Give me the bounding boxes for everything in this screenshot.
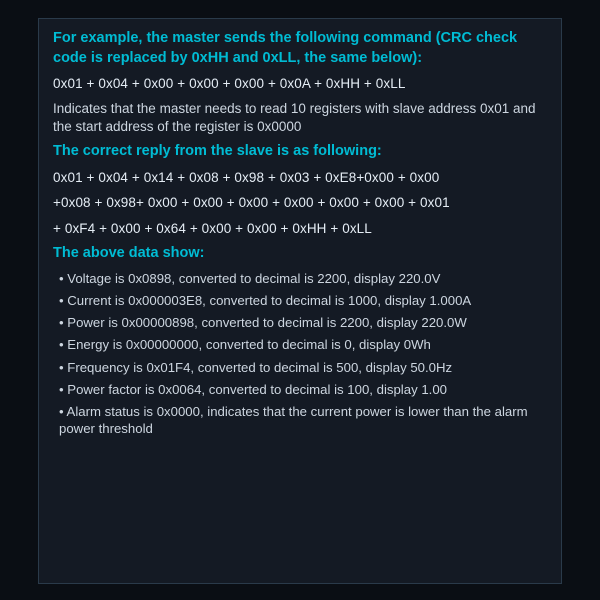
bullet-current: • Current is 0x000003E8, converted to de… — [53, 292, 547, 309]
heading-reply: The correct reply from the slave is as f… — [53, 142, 547, 162]
bullet-alarm-status: • Alarm status is 0x0000, indicates that… — [53, 403, 547, 437]
bullet-frequency: • Frequency is 0x01F4, converted to deci… — [53, 359, 547, 376]
bytes-reply-line2: +0x08 + 0x98+ 0x00 + 0x00 + 0x00 + 0x00 … — [53, 193, 547, 213]
bytes-reply-line1: 0x01 + 0x04 + 0x14 + 0x08 + 0x98 + 0x03 … — [53, 168, 547, 188]
bullet-voltage: • Voltage is 0x0898, converted to decima… — [53, 270, 547, 287]
bytes-command: 0x01 + 0x04 + 0x00 + 0x00 + 0x00 + 0x0A … — [53, 74, 547, 94]
desc-command: Indicates that the master needs to read … — [53, 100, 547, 136]
bullet-energy: • Energy is 0x00000000, converted to dec… — [53, 336, 547, 353]
bytes-reply-line3: + 0xF4 + 0x00 + 0x64 + 0x00 + 0x00 + 0xH… — [53, 219, 547, 239]
protocol-doc-panel: For example, the master sends the follow… — [38, 18, 562, 584]
bullet-power-factor: • Power factor is 0x0064, converted to d… — [53, 381, 547, 398]
heading-data-show: The above data show: — [53, 244, 547, 264]
bullet-power: • Power is 0x00000898, converted to deci… — [53, 314, 547, 331]
heading-example-command: For example, the master sends the follow… — [53, 29, 547, 68]
